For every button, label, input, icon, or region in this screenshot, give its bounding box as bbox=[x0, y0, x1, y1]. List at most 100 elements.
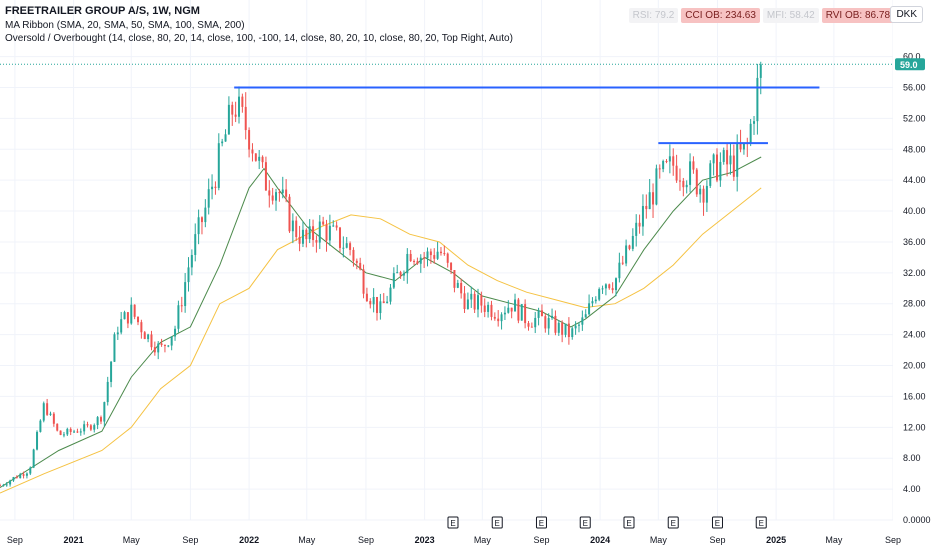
candle-body bbox=[147, 334, 150, 340]
candle-body bbox=[386, 301, 389, 304]
earnings-marker[interactable] bbox=[755, 516, 767, 529]
candle-body bbox=[184, 282, 187, 307]
earnings-marker[interactable] bbox=[447, 516, 459, 529]
candle-body bbox=[524, 304, 527, 324]
candle-body bbox=[736, 144, 739, 177]
candle-body bbox=[678, 180, 681, 182]
candle-body bbox=[69, 428, 72, 432]
candle-body bbox=[160, 343, 163, 345]
candle-body bbox=[187, 267, 190, 283]
candle-body bbox=[480, 295, 483, 306]
candle-body bbox=[133, 304, 136, 317]
candle-body bbox=[345, 243, 348, 248]
candle-body bbox=[500, 314, 503, 322]
candle-body bbox=[241, 96, 244, 107]
price-axis[interactable]: 0.0000 4.00 8.00 12.00 16.00 20.00 24.00 28.00 3… bbox=[893, 0, 932, 550]
candle-body bbox=[338, 227, 341, 248]
earnings-marker[interactable] bbox=[491, 516, 503, 529]
candle-body bbox=[719, 161, 722, 181]
x-tick-label: Sep bbox=[182, 535, 198, 545]
candle-body bbox=[99, 417, 102, 422]
x-tick-label: 2024 bbox=[590, 535, 610, 545]
candle-body bbox=[503, 312, 506, 315]
candle-body bbox=[702, 188, 705, 203]
candle-body bbox=[291, 220, 294, 232]
candle-body bbox=[402, 273, 405, 276]
candle-body bbox=[328, 225, 331, 241]
candle-body bbox=[190, 254, 193, 268]
x-tick-label: Sep bbox=[358, 535, 374, 545]
candle-body bbox=[52, 413, 55, 424]
candle-body bbox=[359, 262, 362, 270]
last-price-tag-bg bbox=[895, 58, 925, 71]
candle-body bbox=[200, 217, 203, 223]
y-tick-label: 32.00 bbox=[903, 268, 926, 278]
candle-body bbox=[217, 143, 220, 188]
candle-body bbox=[318, 221, 321, 243]
candle-body bbox=[753, 121, 756, 124]
candle-body bbox=[248, 130, 251, 150]
candle-body bbox=[126, 312, 129, 324]
earnings-marker[interactable] bbox=[623, 516, 635, 529]
currency-selector[interactable]: DKK bbox=[890, 6, 923, 23]
candle-body bbox=[315, 240, 318, 243]
ma-slow-line bbox=[0, 187, 762, 494]
candle-body bbox=[672, 156, 675, 166]
candle-body bbox=[93, 425, 96, 430]
candle-body bbox=[288, 196, 291, 232]
candle-body bbox=[436, 251, 439, 259]
candle-body bbox=[153, 347, 156, 353]
candle-body bbox=[446, 253, 449, 263]
candle-body bbox=[285, 189, 288, 197]
y-tick-label: 16.00 bbox=[903, 391, 926, 401]
candle-body bbox=[631, 235, 634, 249]
candle-body bbox=[372, 296, 375, 305]
candle-body bbox=[231, 104, 234, 115]
cci-badge: CCI OB: 234.63 bbox=[681, 8, 760, 23]
candle-body bbox=[665, 161, 668, 163]
earnings-marker[interactable] bbox=[711, 516, 723, 529]
candle-body bbox=[460, 282, 463, 294]
candle-body bbox=[308, 226, 311, 240]
candle-body bbox=[450, 262, 453, 271]
earnings-marker[interactable] bbox=[535, 516, 547, 529]
candle-body bbox=[574, 325, 577, 329]
candle-body bbox=[604, 284, 607, 289]
earnings-marker[interactable] bbox=[667, 516, 679, 529]
drawn-horizontal-lines[interactable] bbox=[234, 86, 820, 145]
candle-body bbox=[32, 449, 35, 468]
x-tick-label: Sep bbox=[7, 535, 23, 545]
candle-body bbox=[167, 345, 170, 347]
y-tick-label: 12.00 bbox=[903, 422, 926, 432]
candle-body bbox=[534, 317, 537, 328]
candle-body bbox=[106, 381, 109, 403]
candle-body bbox=[621, 262, 624, 264]
candle-body bbox=[463, 293, 466, 309]
ma-ribbon-legend[interactable]: MA Ribbon (SMA, 20, SMA, 50, SMA, 100, S… bbox=[5, 20, 245, 31]
candle-body bbox=[362, 269, 365, 294]
candle-body bbox=[89, 425, 92, 430]
candle-body bbox=[227, 104, 230, 135]
x-tick-label: Sep bbox=[885, 535, 901, 545]
candle-body bbox=[96, 417, 99, 426]
candle-body bbox=[584, 314, 587, 318]
x-tick-label: May bbox=[298, 535, 316, 545]
y-tick-label: 48.00 bbox=[903, 144, 926, 154]
earnings-marker-label: E bbox=[626, 519, 631, 528]
earnings-marker[interactable] bbox=[579, 516, 591, 529]
candle-body bbox=[456, 282, 459, 288]
symbol-title[interactable]: FREETRAILER GROUP A/S, 1W, NGM bbox=[5, 5, 200, 17]
candle-body bbox=[726, 150, 729, 165]
candlestick-series bbox=[0, 61, 762, 487]
candle-body bbox=[59, 430, 62, 435]
x-tick-label: 2023 bbox=[415, 535, 435, 545]
candle-body bbox=[301, 229, 304, 244]
candle-body bbox=[423, 257, 426, 259]
oversold-overbought-legend[interactable]: Oversold / Overbought (14, close, 80, 20… bbox=[5, 33, 513, 44]
candle-body bbox=[540, 310, 543, 317]
candle-body bbox=[433, 255, 436, 259]
time-axis[interactable]: Sep 2021 May Sep 2022 May Sep 2023 May Sep 2024 May… bbox=[7, 535, 901, 545]
candle-body bbox=[598, 289, 601, 300]
y-tick-label: 36.00 bbox=[903, 237, 926, 247]
